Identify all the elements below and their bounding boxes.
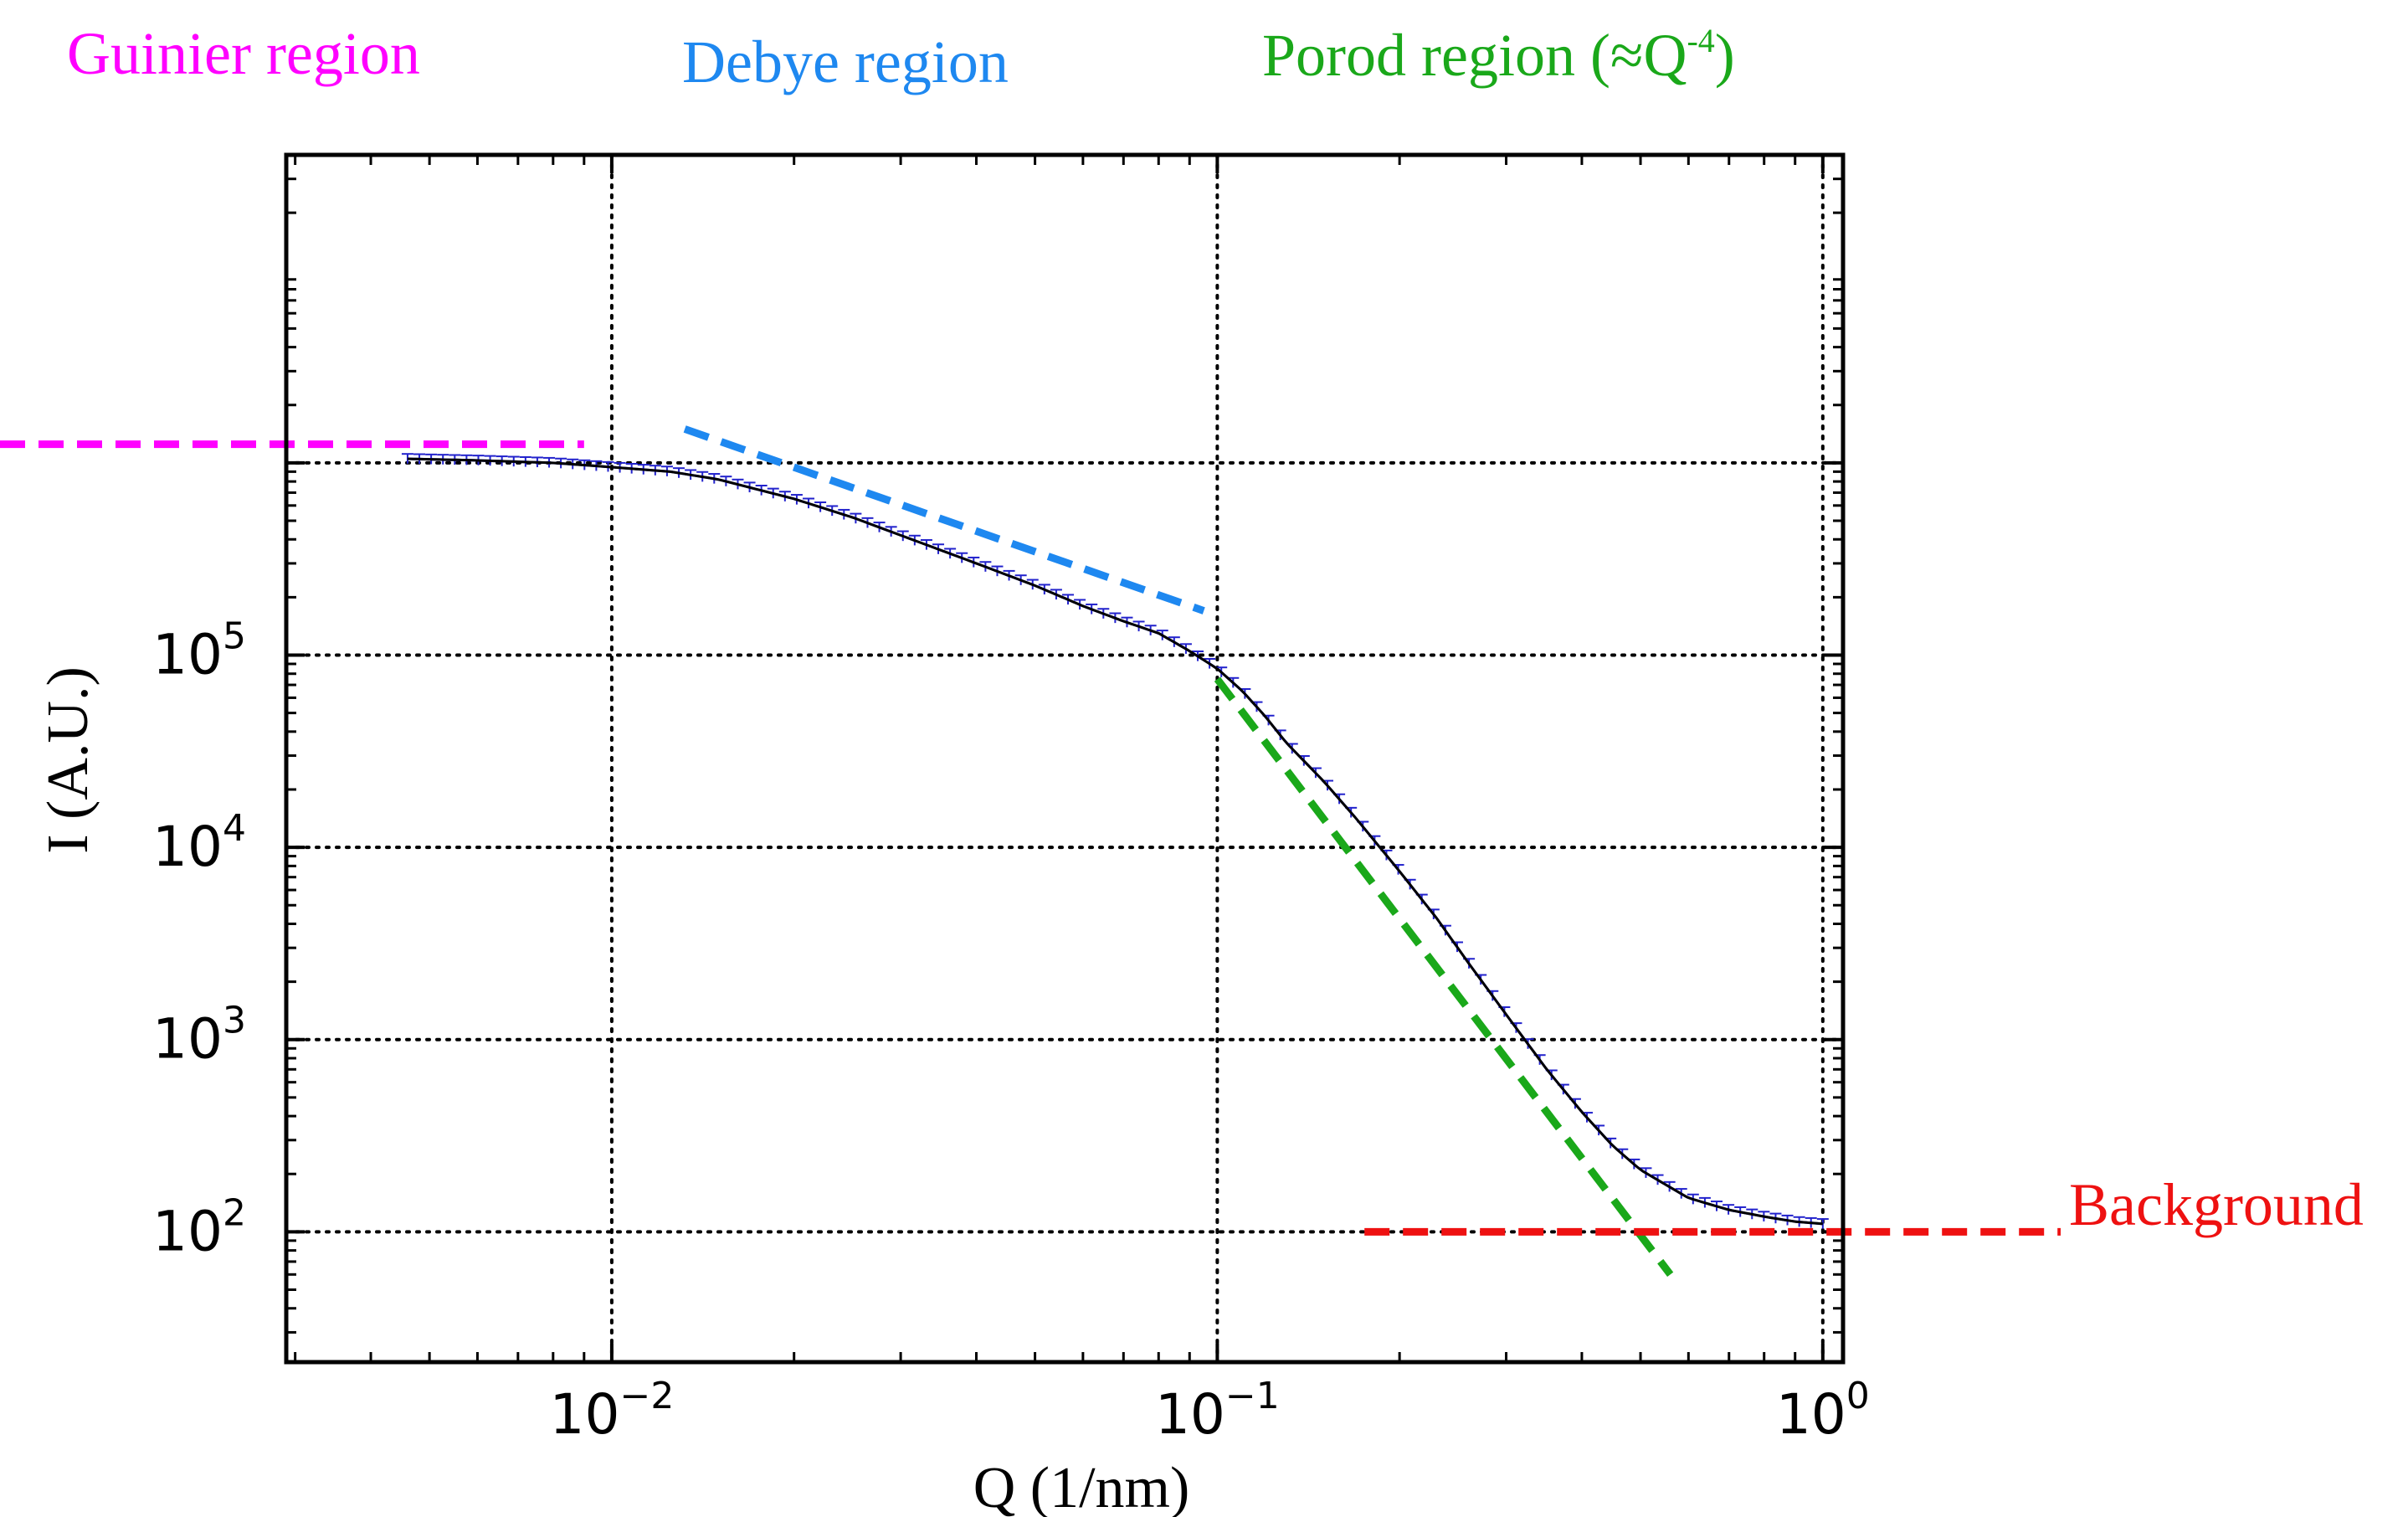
- debye-label: Debye region: [682, 28, 1009, 95]
- y-tick-exponent: 4: [223, 807, 246, 850]
- data-line: [407, 457, 1823, 1226]
- y-tick-label: 105: [152, 615, 246, 687]
- plot-frame: [284, 152, 1846, 1365]
- porod-label: Porod region (≈Q-4): [1262, 22, 1735, 89]
- y-tick-base: 10: [152, 1007, 223, 1072]
- background-label: Background: [2069, 1171, 2364, 1238]
- guide-debye: [683, 425, 1205, 615]
- porod-label-sup: -4: [1687, 22, 1714, 59]
- x-tick-exponent: −1: [1225, 1375, 1280, 1417]
- y-tick-exponent: 5: [223, 615, 246, 657]
- x-tick-exponent: −2: [619, 1375, 674, 1417]
- x-tick-label: 10−2: [549, 1375, 674, 1447]
- guinier-label: Guinier region: [67, 20, 420, 87]
- y-tick-base: 10: [152, 1199, 223, 1263]
- guide-porod: [1214, 676, 1674, 1278]
- series-layer: [401, 453, 1829, 1229]
- guide-lines: [0, 425, 2061, 1278]
- porod-label-suffix: ): [1715, 22, 1735, 89]
- y-tick-base: 10: [152, 622, 223, 687]
- x-tick-label: 100: [1776, 1375, 1870, 1447]
- minor-ticks: [286, 155, 1843, 1362]
- x-tick-base: 10: [1776, 1382, 1846, 1447]
- y-axis-label: I (A.U.): [36, 666, 100, 854]
- x-tick-base: 10: [549, 1382, 619, 1447]
- x-tick-base: 10: [1155, 1382, 1225, 1447]
- fit-line: [407, 457, 1823, 1226]
- x-axis-label: Q (1/nm): [973, 1456, 1190, 1517]
- x-tick-exponent: 0: [1846, 1375, 1870, 1417]
- y-tick-label: 104: [152, 807, 246, 879]
- y-tick-exponent: 2: [223, 1191, 246, 1234]
- grid: [285, 153, 1845, 1364]
- porod-label-main: Porod region (≈Q: [1262, 22, 1687, 89]
- y-tick-label: 103: [152, 1000, 246, 1072]
- y-tick-label: 102: [152, 1191, 246, 1263]
- y-tick-base: 10: [152, 815, 223, 879]
- x-tick-label: 10−1: [1155, 1375, 1280, 1447]
- y-tick-exponent: 3: [223, 1000, 246, 1042]
